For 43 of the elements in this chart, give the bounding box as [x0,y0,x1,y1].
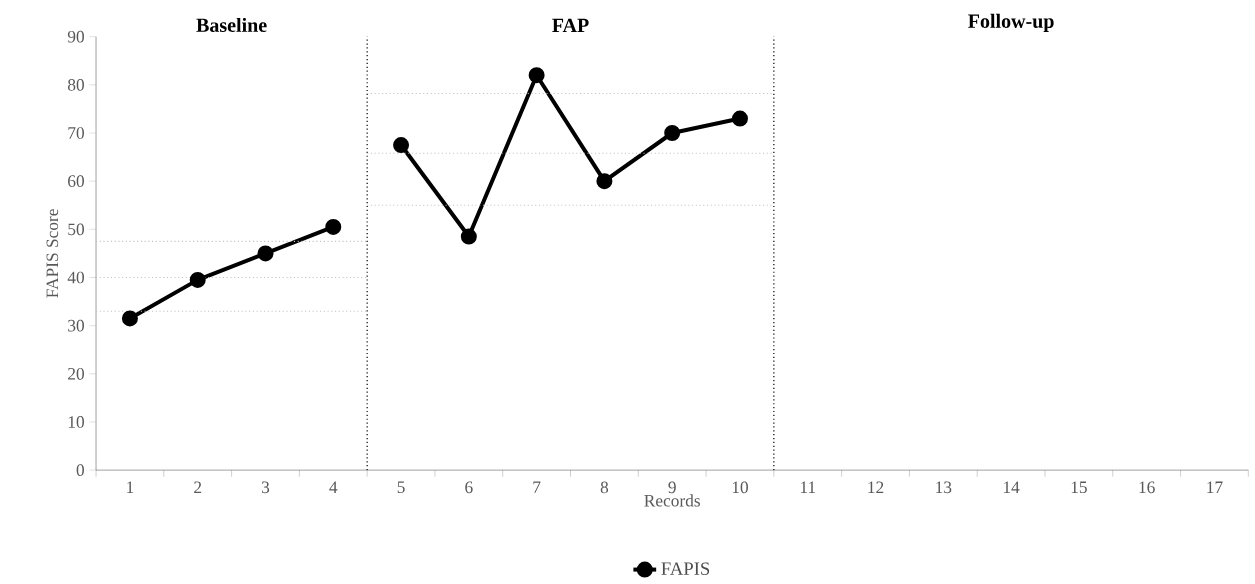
text: FAP [552,18,589,32]
x-tick-label: 17 [1207,481,1223,493]
x-tick-label: 15 [1071,481,1087,494]
y-tick-label: 10 [68,416,84,428]
x-tick-label: 9 [668,481,676,494]
x-tick-label: 10 [732,481,748,494]
point [731,110,748,127]
x-tick-label: 16 [1139,481,1155,494]
x-tick-label: 2 [194,481,202,493]
x-axis-title: Records [644,494,700,507]
text: Baseline [196,17,267,32]
y-tick-label: 80 [67,78,84,91]
y-tick-label: 60 [68,175,84,187]
x-tick-label: 13 [936,481,952,494]
point [393,136,410,153]
x-tick-label: 1 [127,481,134,493]
x-tick-label: 7 [533,481,541,493]
y-tick-label: 0 [76,464,84,476]
x-tick-label: 8 [600,481,609,494]
x-tick-label: 5 [397,481,405,493]
x-tick-label: 11 [800,481,816,493]
point [257,245,274,262]
point [325,218,342,235]
x-tick-label: 14 [1003,481,1020,493]
x-tick-label: 4 [329,481,338,493]
x-tick-label: 3 [262,481,270,494]
y-tick-label: 40 [67,271,84,284]
text: Follow-up [968,13,1054,32]
y-tick-label: 20 [68,367,84,380]
legend-label: FAPIS [661,562,710,575]
x-tick-label: 6 [465,481,473,494]
x-tick-label: 12 [868,481,884,493]
y-tick-label: 90 [67,30,84,43]
point [121,310,138,327]
point [596,173,613,190]
y-tick-label: 50 [68,223,84,236]
point [460,228,477,245]
point [528,67,545,84]
y-tick-label: 30 [68,319,84,332]
point [189,271,206,288]
point [664,124,681,141]
y-tick-label: 70 [68,127,84,139]
y-axis-title: FAPIS Score [46,209,59,298]
